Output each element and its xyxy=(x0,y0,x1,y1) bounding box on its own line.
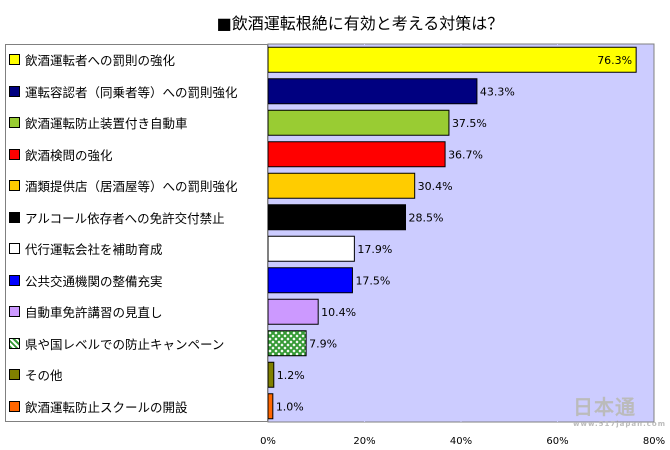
legend-item: 酒類提供店（居酒屋等）への罰則強化 xyxy=(9,176,238,196)
legend-label: 公共交通機関の整備充実 xyxy=(25,273,163,289)
legend-swatch xyxy=(9,117,20,129)
legend-label: 飲酒運転防止装置付き自動車 xyxy=(25,116,188,132)
bar xyxy=(267,267,353,294)
bar xyxy=(267,393,274,420)
bar xyxy=(267,78,478,105)
data-label: 76.3% xyxy=(597,54,632,67)
legend-swatch xyxy=(9,180,20,192)
legend-swatch xyxy=(9,148,20,160)
data-label: 7.9% xyxy=(309,337,337,350)
category-legend: 飲酒運転者への罰則の強化運転容認者（同乗者等）への罰則強化 飲酒運転防止装置付き自… xyxy=(5,44,268,422)
legend-item: 飲酒運転防止装置付き自動車 xyxy=(9,113,188,133)
legend-item: 飲酒運転防止スクールの開設 xyxy=(9,396,188,416)
bar xyxy=(267,204,407,231)
legend-label: 代行運転会社を補助育成 xyxy=(25,242,163,258)
legend-label: 自動車免許講習の見直し xyxy=(25,305,163,321)
legend-swatch xyxy=(9,400,20,412)
legend-item: その他 xyxy=(9,365,63,385)
legend-label: 飲酒検問の強化 xyxy=(25,147,113,163)
x-tick-label: 0% xyxy=(260,436,276,447)
legend-item: 自動車免許講習の見直し xyxy=(9,302,163,322)
bar xyxy=(267,361,275,388)
legend-swatch xyxy=(9,274,20,286)
legend-item: 公共交通機関の整備充実 xyxy=(9,270,163,290)
legend-label: 飲酒運転防止スクールの開設 xyxy=(25,399,188,415)
legend-item: 飲酒運転者への罰則の強化 xyxy=(9,50,175,70)
legend-label: 酒類提供店（居酒屋等）への罰則強化 xyxy=(25,179,238,195)
bar xyxy=(267,298,319,325)
bar xyxy=(267,172,416,199)
data-label: 37.5% xyxy=(452,117,487,130)
legend-label: 運転容認者（同乗者等）への罰則強化 xyxy=(25,84,238,100)
bar xyxy=(267,109,450,136)
data-label: 28.5% xyxy=(409,211,444,224)
legend-item: 代行運転会社を補助育成 xyxy=(9,239,163,259)
x-tick-label: 60% xyxy=(546,436,568,447)
bar xyxy=(267,46,637,73)
legend-swatch xyxy=(9,369,20,381)
x-tick-label: 20% xyxy=(353,436,375,447)
watermark-url: www.517japan.com xyxy=(573,420,666,428)
data-label: 43.3% xyxy=(480,85,515,98)
legend-label: 県や国レベルでの防止キャンペーン xyxy=(25,336,225,352)
legend-label: アルコール依存者への免許交付禁止 xyxy=(25,210,225,226)
data-label: 36.7% xyxy=(448,148,483,161)
legend-item: 飲酒検問の強化 xyxy=(9,144,113,164)
bar xyxy=(267,330,307,357)
x-tick-label: 40% xyxy=(450,436,472,447)
legend-item: 運転容認者（同乗者等）への罰則強化 xyxy=(9,81,238,101)
legend-label: その他 xyxy=(25,368,63,384)
legend-item: 県や国レベルでの防止キャンペーン xyxy=(9,333,224,353)
watermark-text: 日本通 xyxy=(573,395,637,419)
data-label: 10.4% xyxy=(321,306,356,319)
legend-swatch xyxy=(9,211,20,223)
data-label: 1.2% xyxy=(277,369,305,382)
legend-swatch xyxy=(9,337,20,349)
watermark-logo: 日本通 www.517japan.com xyxy=(573,391,666,428)
data-label: 1.0% xyxy=(276,400,304,413)
data-label: 17.5% xyxy=(355,274,390,287)
bar xyxy=(267,141,446,168)
legend-swatch xyxy=(9,243,20,255)
bar xyxy=(267,235,355,262)
legend-swatch xyxy=(9,306,20,318)
data-label: 30.4% xyxy=(418,180,453,193)
legend-item: アルコール依存者への免許交付禁止 xyxy=(9,207,225,227)
legend-swatch xyxy=(9,85,20,97)
data-label: 17.9% xyxy=(357,243,392,256)
chart-title: ■飲酒運転根絶に有効と考える対策は？ xyxy=(216,14,504,33)
legend-label: 飲酒運転者への罰則の強化 xyxy=(25,53,176,69)
legend-swatch xyxy=(9,54,20,66)
x-tick-label: 80% xyxy=(643,436,665,447)
